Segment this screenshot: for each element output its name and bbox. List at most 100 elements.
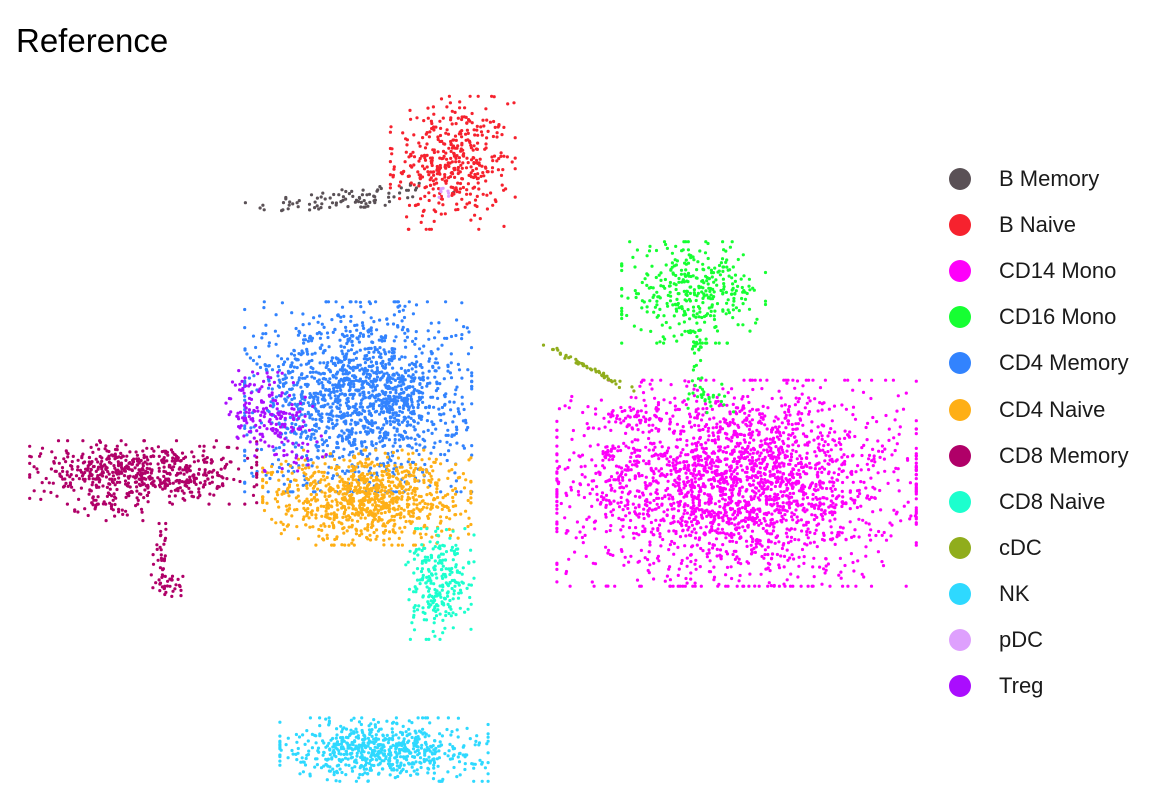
- data-point: [320, 381, 324, 385]
- data-point: [731, 418, 735, 422]
- data-point: [472, 128, 476, 132]
- data-point: [350, 427, 354, 431]
- data-point: [634, 396, 638, 400]
- data-point: [459, 149, 463, 153]
- data-point: [644, 417, 648, 421]
- data-point: [342, 447, 346, 451]
- data-point: [270, 368, 275, 372]
- data-point: [250, 471, 254, 475]
- data-point: [708, 559, 712, 563]
- data-point: [852, 569, 856, 573]
- data-point: [794, 464, 798, 468]
- data-point: [457, 160, 461, 164]
- data-point: [373, 195, 377, 199]
- data-point: [774, 460, 779, 464]
- data-point: [707, 570, 712, 574]
- data-point: [308, 392, 312, 396]
- data-point: [576, 489, 581, 494]
- data-point: [833, 517, 837, 521]
- data-point: [438, 439, 442, 443]
- data-point: [782, 582, 786, 586]
- data-point: [797, 410, 801, 414]
- data-point: [334, 385, 338, 389]
- data-point: [637, 505, 641, 509]
- data-point: [718, 273, 723, 277]
- data-point: [436, 150, 440, 154]
- data-point: [421, 391, 425, 395]
- data-point: [657, 523, 662, 527]
- data-point: [714, 341, 718, 345]
- data-point: [790, 422, 794, 427]
- data-point: [418, 347, 422, 351]
- data-point: [414, 354, 418, 359]
- data-point: [784, 518, 788, 522]
- data-point: [843, 378, 847, 382]
- data-point: [608, 500, 612, 504]
- data-point: [729, 475, 733, 479]
- data-point: [305, 374, 309, 379]
- data-point: [365, 193, 369, 197]
- data-point: [738, 441, 742, 445]
- data-point: [823, 378, 828, 382]
- data-point: [735, 555, 739, 559]
- data-point: [328, 205, 332, 209]
- data-point: [342, 334, 346, 339]
- data-point: [340, 429, 344, 433]
- data-point: [711, 271, 716, 275]
- data-point: [327, 412, 331, 416]
- data-point: [320, 322, 324, 326]
- data-point: [780, 461, 784, 465]
- data-point: [360, 383, 364, 387]
- data-point: [728, 469, 732, 473]
- data-point: [796, 422, 801, 426]
- data-point: [693, 457, 697, 461]
- data-point: [875, 420, 879, 424]
- data-point: [322, 361, 326, 365]
- data-point: [626, 506, 630, 511]
- data-point: [827, 505, 831, 509]
- data-point: [448, 400, 452, 404]
- data-point: [750, 418, 755, 422]
- data-point: [707, 395, 711, 400]
- data-point: [768, 437, 772, 441]
- data-point: [409, 154, 413, 158]
- data-point: [484, 142, 488, 146]
- data-point: [412, 425, 416, 429]
- data-point: [559, 501, 563, 506]
- data-point: [628, 490, 632, 494]
- data-point: [359, 200, 363, 204]
- data-point: [786, 437, 790, 441]
- data-point: [684, 403, 688, 407]
- data-point: [461, 444, 465, 448]
- data-point: [789, 539, 793, 543]
- data-point: [337, 433, 341, 437]
- data-point: [712, 290, 716, 294]
- data-point: [475, 161, 479, 165]
- data-point: [732, 299, 736, 303]
- data-point: [633, 438, 637, 442]
- data-point: [334, 300, 338, 304]
- data-point: [760, 544, 764, 548]
- data-point: [732, 533, 736, 537]
- data-point: [444, 166, 448, 170]
- data-point: [462, 325, 466, 329]
- data-point: [357, 195, 361, 200]
- data-point: [768, 474, 772, 478]
- data-point: [336, 406, 340, 410]
- data-point: [309, 193, 314, 197]
- data-point: [348, 385, 352, 389]
- data-point: [721, 497, 725, 501]
- data-point: [600, 491, 605, 495]
- data-point: [286, 477, 290, 481]
- data-point: [617, 475, 621, 479]
- data-point: [755, 515, 760, 519]
- data-point: [387, 350, 391, 354]
- data-point: [718, 420, 722, 424]
- data-point: [664, 242, 668, 247]
- data-point: [375, 368, 379, 372]
- data-point: [609, 483, 613, 487]
- data-point: [753, 494, 757, 498]
- data-point: [692, 340, 696, 344]
- data-point: [279, 357, 284, 361]
- data-point: [414, 337, 418, 341]
